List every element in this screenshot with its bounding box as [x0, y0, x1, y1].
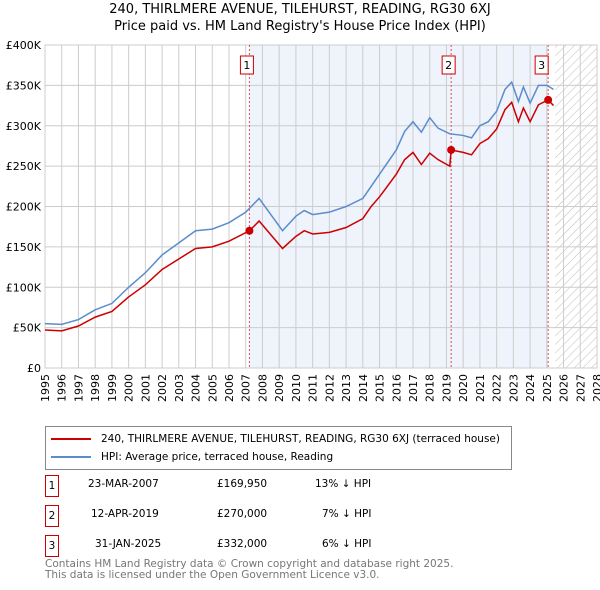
x-tick-label: 1998: [89, 374, 102, 402]
legend-label: HPI: Average price, terraced house, Read…: [101, 451, 334, 463]
x-tick-label: 2014: [357, 374, 370, 402]
x-tick-label: 2002: [156, 374, 169, 402]
x-tick-label: 2023: [507, 374, 520, 402]
marker-badge: 2: [45, 505, 59, 527]
y-tick-label: £400K: [6, 39, 42, 52]
x-tick-label: 1995: [39, 374, 52, 402]
x-tick-label: 2000: [123, 374, 136, 402]
x-tick-label: 2009: [273, 374, 286, 402]
transaction-row: 2 12-APR-2019 £270,000 7% ↓ HPI: [45, 505, 445, 527]
x-tick-label: 2010: [290, 374, 303, 402]
sale-label-box: [534, 55, 549, 75]
sale-label: 3: [538, 59, 545, 72]
chart-title: 240, THIRLMERE AVENUE, TILEHURST, READIN…: [109, 2, 491, 17]
x-tick-label: 2024: [524, 374, 537, 402]
hpi-diff: 13% ↓ HPI: [315, 478, 372, 490]
y-tick-label: £0: [27, 362, 41, 375]
x-tick-label: 2003: [173, 374, 186, 402]
legend-item-property: 240, THIRLMERE AVENUE, TILEHURST, READIN…: [46, 431, 500, 447]
licence-note: This data is licensed under the Open Gov…: [45, 569, 380, 581]
copyright-note: Contains HM Land Registry data © Crown c…: [45, 558, 454, 570]
sale-label: 2: [445, 59, 452, 72]
date: 23-MAR-2007: [88, 478, 159, 490]
x-tick-label: 2007: [240, 374, 253, 402]
x-tick-label: 2001: [139, 374, 152, 402]
sale-label-box: [239, 55, 254, 75]
y-tick-label: £150K: [6, 241, 42, 254]
y-tick-label: £200K: [6, 201, 42, 214]
date: 31-JAN-2025: [95, 538, 162, 550]
plot-border: [44, 44, 598, 369]
date: 12-APR-2019: [91, 508, 159, 520]
sale-label-box: [441, 55, 456, 75]
x-tick-label: 2028: [591, 374, 600, 402]
x-tick-label: 1996: [56, 374, 69, 402]
hpi-diff: 6% ↓ HPI: [322, 538, 372, 550]
x-tick-label: 2012: [323, 374, 336, 402]
footer: Contains HM Land Registry data © Crown c…: [45, 559, 453, 581]
x-tick-label: 2022: [491, 374, 504, 402]
y-tick-label: £300K: [6, 120, 42, 133]
legend-swatch: [51, 438, 91, 440]
x-tick-label: 2011: [307, 374, 320, 402]
series-line: [44, 80, 554, 326]
chart-subtitle: Price paid vs. HM Land Registry's House …: [114, 19, 486, 34]
x-tick-label: 2006: [223, 374, 236, 402]
series-line: [44, 98, 555, 332]
y-tick-label: £350K: [6, 79, 42, 92]
x-tick-label: 2025: [541, 374, 554, 402]
x-tick-label: 2015: [374, 374, 387, 402]
x-tick-label: 2019: [440, 374, 453, 402]
x-tick-label: 2017: [407, 374, 420, 402]
price: £332,000: [217, 538, 268, 550]
sale-point: [447, 145, 456, 154]
hpi-diff: 7% ↓ HPI: [322, 508, 372, 520]
x-tick-label: 2021: [474, 374, 487, 402]
y-tick-label: £50K: [13, 322, 42, 335]
marker-badge: 1: [45, 475, 59, 497]
x-tick-label: 1997: [72, 374, 85, 402]
sale-point: [544, 95, 553, 104]
legend-item-hpi: HPI: Average price, terraced house, Read…: [46, 449, 333, 465]
legend: 240, THIRLMERE AVENUE, TILEHURST, READIN…: [45, 426, 512, 470]
x-tick-label: 2005: [206, 374, 219, 402]
sale-label: 1: [243, 59, 250, 72]
price: £169,950: [217, 478, 268, 490]
marker-badge: 3: [45, 535, 59, 557]
x-tick-label: 2016: [390, 374, 403, 402]
legend-swatch: [51, 456, 91, 458]
sale-point: [245, 226, 254, 235]
legend-label: 240, THIRLMERE AVENUE, TILEHURST, READIN…: [101, 433, 500, 445]
transaction-row: 3 31-JAN-2025 £332,000 6% ↓ HPI: [45, 535, 445, 557]
transaction-row: 1 23-MAR-2007 £169,950 13% ↓ HPI: [45, 475, 445, 497]
x-tick-label: 2013: [340, 374, 353, 402]
y-tick-label: £100K: [6, 281, 42, 294]
x-tick-label: 1999: [106, 374, 119, 402]
y-tick-label: £250K: [6, 160, 42, 173]
price: £270,000: [217, 508, 268, 520]
x-tick-label: 2020: [457, 374, 470, 402]
x-tick-label: 2004: [190, 374, 203, 402]
x-tick-label: 2026: [558, 374, 571, 402]
x-tick-label: 2018: [424, 374, 437, 402]
x-tick-label: 2027: [574, 374, 587, 402]
line-chart: 1995 1996 1997 1998 1999 2000 2001 2002 2003 2004…: [6, 39, 600, 402]
x-tick-label: 2008: [256, 374, 269, 402]
